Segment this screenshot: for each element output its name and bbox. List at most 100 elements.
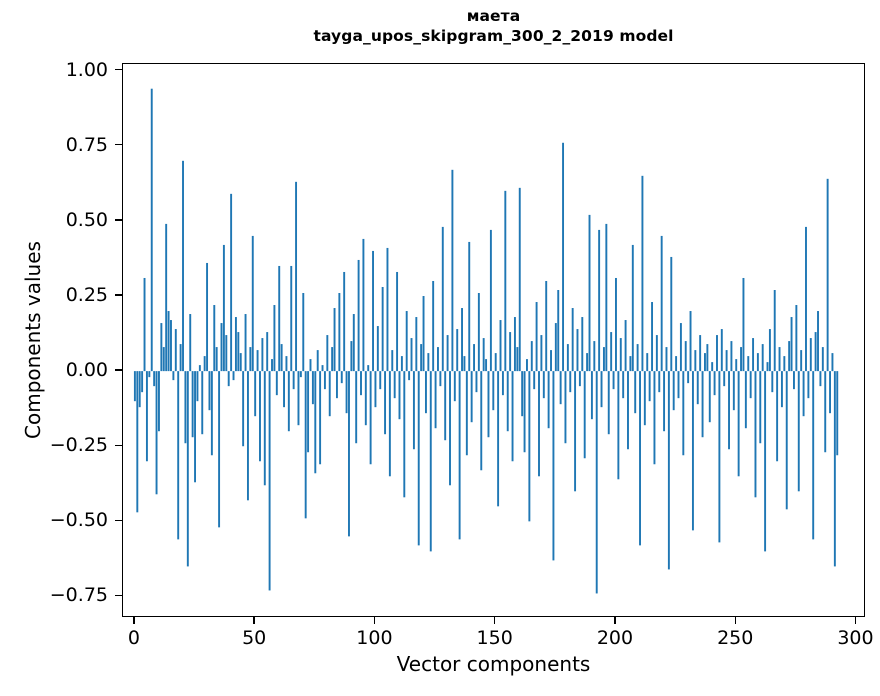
bar	[627, 371, 629, 450]
bar	[381, 286, 384, 372]
bar	[509, 332, 512, 372]
bar	[439, 371, 442, 387]
bar	[456, 329, 459, 372]
bar	[160, 323, 163, 372]
bar	[360, 371, 362, 396]
bar-series	[133, 88, 839, 594]
bar	[566, 344, 569, 372]
bar	[489, 229, 492, 372]
y-tick-mark	[115, 68, 122, 71]
bar	[338, 293, 341, 372]
bar	[559, 371, 562, 405]
bar	[352, 314, 355, 372]
bar	[393, 371, 396, 399]
x-tick-mark	[253, 617, 255, 624]
bar	[138, 371, 141, 408]
bar	[172, 371, 175, 381]
bar	[299, 371, 302, 378]
bar	[396, 271, 399, 372]
bar	[362, 238, 365, 372]
bar	[321, 365, 324, 372]
bar	[384, 371, 387, 435]
bar	[675, 356, 678, 372]
bar	[831, 353, 834, 372]
bar	[444, 371, 447, 441]
bar	[292, 371, 295, 390]
chart-title: маета tayga_upos_skipgram_300_2_2019 mod…	[122, 6, 865, 46]
bar	[593, 341, 596, 372]
bar	[607, 371, 610, 435]
y-axis-label: Components values	[21, 241, 45, 439]
bar	[184, 371, 187, 444]
bar	[480, 371, 483, 471]
bar	[494, 353, 497, 372]
bar	[833, 371, 836, 567]
bar	[316, 350, 319, 372]
bar	[463, 356, 466, 372]
bar	[802, 371, 805, 417]
bar	[600, 371, 603, 408]
y-tick-mark	[115, 369, 122, 371]
bar	[583, 371, 586, 459]
bar	[713, 371, 716, 396]
bar	[718, 371, 721, 543]
bar	[198, 365, 201, 372]
bar	[251, 235, 254, 372]
bar	[304, 371, 307, 519]
bar	[785, 371, 788, 510]
bar	[232, 371, 235, 381]
bar	[410, 338, 413, 372]
bar	[701, 371, 704, 438]
bar	[814, 332, 817, 372]
bar	[706, 344, 709, 372]
bar	[742, 277, 745, 372]
bar	[244, 314, 247, 372]
y-tick-label: 0.00	[65, 359, 108, 382]
bar	[518, 187, 521, 372]
bar	[273, 305, 276, 372]
bar	[776, 371, 779, 462]
bar	[691, 371, 694, 531]
bar	[461, 308, 463, 372]
bar	[764, 371, 767, 552]
bar	[133, 371, 136, 402]
bar	[672, 371, 675, 411]
bar	[275, 371, 278, 396]
y-tick-label: −0.75	[49, 584, 108, 607]
bar	[578, 371, 581, 387]
bar	[694, 350, 697, 372]
bar	[756, 353, 759, 372]
bar	[367, 365, 370, 372]
bar	[735, 359, 738, 372]
bar	[165, 223, 168, 372]
bar	[485, 359, 488, 372]
bar	[754, 371, 757, 498]
bar	[744, 371, 747, 429]
bar	[186, 371, 189, 567]
bar	[576, 329, 579, 372]
bar	[196, 371, 199, 402]
bar	[323, 371, 326, 390]
bar	[374, 371, 377, 408]
bar	[523, 371, 526, 453]
bar	[256, 350, 259, 372]
bar	[254, 371, 257, 417]
bar	[809, 338, 812, 372]
bar	[554, 323, 557, 372]
x-tick-label: 0	[127, 627, 140, 649]
chart-title-line-2: tayga_upos_skipgram_300_2_2019 model	[313, 27, 674, 45]
x-tick-label: 250	[717, 627, 754, 649]
bar	[355, 371, 358, 444]
plot-area	[123, 64, 864, 616]
bar	[790, 317, 793, 372]
bar	[687, 371, 690, 384]
bar	[504, 190, 507, 372]
bar	[182, 160, 184, 372]
bar	[533, 371, 536, 390]
bar	[150, 88, 153, 372]
bar	[636, 344, 639, 372]
bar	[372, 250, 374, 372]
bar	[348, 371, 350, 537]
bar	[246, 371, 249, 501]
y-tick-mark	[115, 594, 122, 597]
